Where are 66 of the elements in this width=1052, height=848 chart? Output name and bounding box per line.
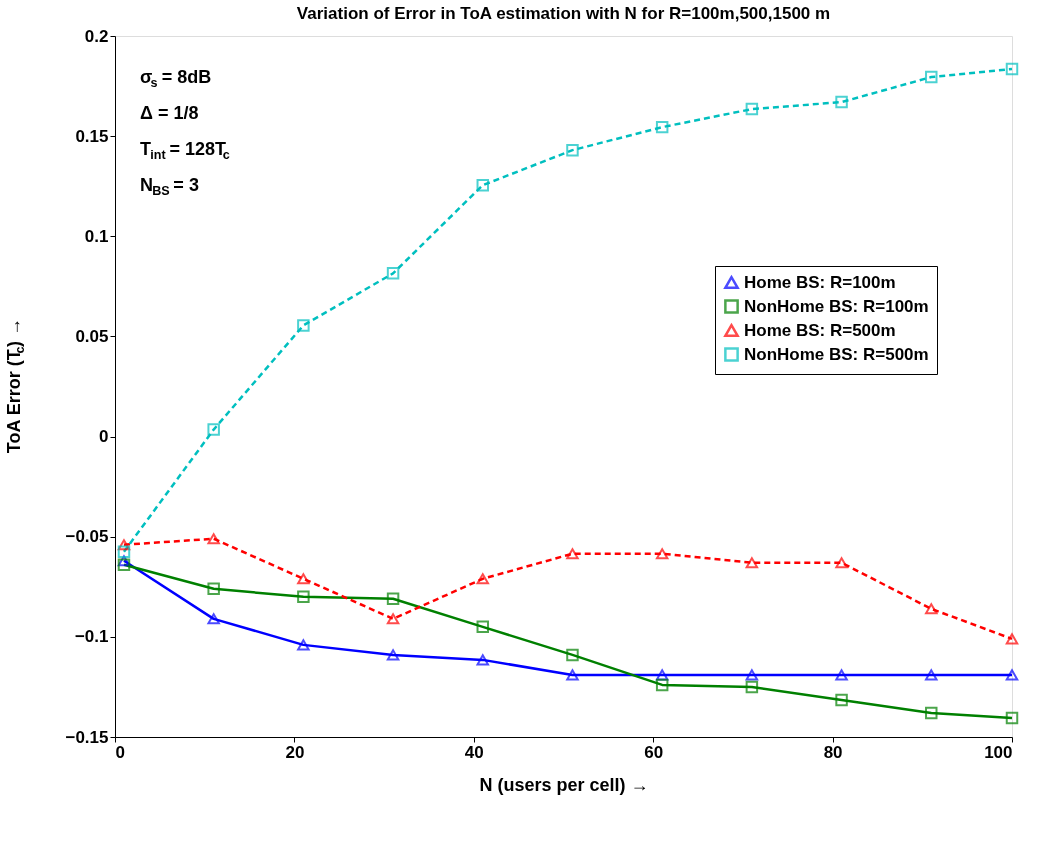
point — [655, 120, 669, 134]
point — [566, 143, 579, 157]
point — [925, 70, 938, 84]
point — [745, 680, 759, 694]
point — [1005, 633, 1019, 645]
point — [297, 573, 310, 585]
y-tick-label: −0.15 — [65, 727, 109, 747]
point — [297, 590, 310, 604]
legend-label: Home BS: R=100m — [744, 272, 896, 292]
y-tick-label: 0 — [99, 427, 109, 447]
point — [386, 649, 400, 661]
point — [835, 95, 848, 109]
point — [476, 654, 490, 666]
point — [207, 533, 220, 545]
y-tick-label: 0.1 — [84, 226, 109, 246]
point — [207, 423, 220, 436]
point — [117, 555, 131, 567]
chart-title: Variation of Error in ToA estimation with N for R=100m,500,1500 m — [296, 4, 831, 23]
point — [566, 548, 579, 560]
point — [386, 613, 400, 625]
point — [386, 592, 400, 606]
point — [745, 557, 759, 569]
point — [476, 620, 490, 634]
x-tick-label: 60 — [644, 742, 664, 762]
x-tick-label: 0 — [115, 742, 125, 762]
y-tick-label: 0.15 — [75, 126, 109, 146]
point — [207, 582, 220, 596]
point — [655, 669, 669, 681]
point — [297, 639, 310, 651]
point — [835, 557, 848, 569]
point — [1005, 711, 1019, 725]
point — [835, 669, 848, 681]
y-tick-label: −0.05 — [65, 527, 109, 547]
point — [655, 548, 669, 560]
legend-label: NonHome BS: R=100m — [744, 296, 929, 316]
x-tick-label: 80 — [823, 742, 843, 762]
point — [1005, 62, 1019, 76]
point — [925, 603, 938, 615]
y-axis-title: ToA Error (Tc) → — [4, 318, 28, 454]
point — [1005, 669, 1019, 681]
point — [117, 558, 131, 571]
point — [566, 648, 579, 662]
point — [117, 545, 131, 558]
point — [207, 613, 220, 625]
point — [655, 678, 669, 692]
annotation: Δ = 1/8 — [140, 103, 199, 123]
point — [386, 267, 400, 280]
y-tick-label: 0.05 — [75, 326, 109, 346]
x-tick-label: 100 — [984, 742, 1013, 762]
y-tick-label: 0.2 — [84, 26, 109, 46]
x-tick-label: 20 — [285, 742, 305, 762]
point — [476, 573, 490, 585]
x-tick-label: 40 — [464, 742, 484, 762]
point — [835, 693, 848, 707]
point — [566, 669, 579, 681]
point — [925, 706, 938, 720]
point — [745, 669, 759, 681]
legend-label: NonHome BS: R=500m — [744, 344, 929, 364]
y-tick-label: −0.1 — [74, 627, 109, 647]
point — [117, 539, 131, 551]
point — [925, 669, 938, 681]
x-axis-title: N (users per cell) → — [479, 774, 649, 795]
legend-label: Home BS: R=500m — [744, 320, 896, 340]
point — [745, 102, 759, 116]
point — [476, 178, 490, 192]
point — [297, 319, 310, 332]
